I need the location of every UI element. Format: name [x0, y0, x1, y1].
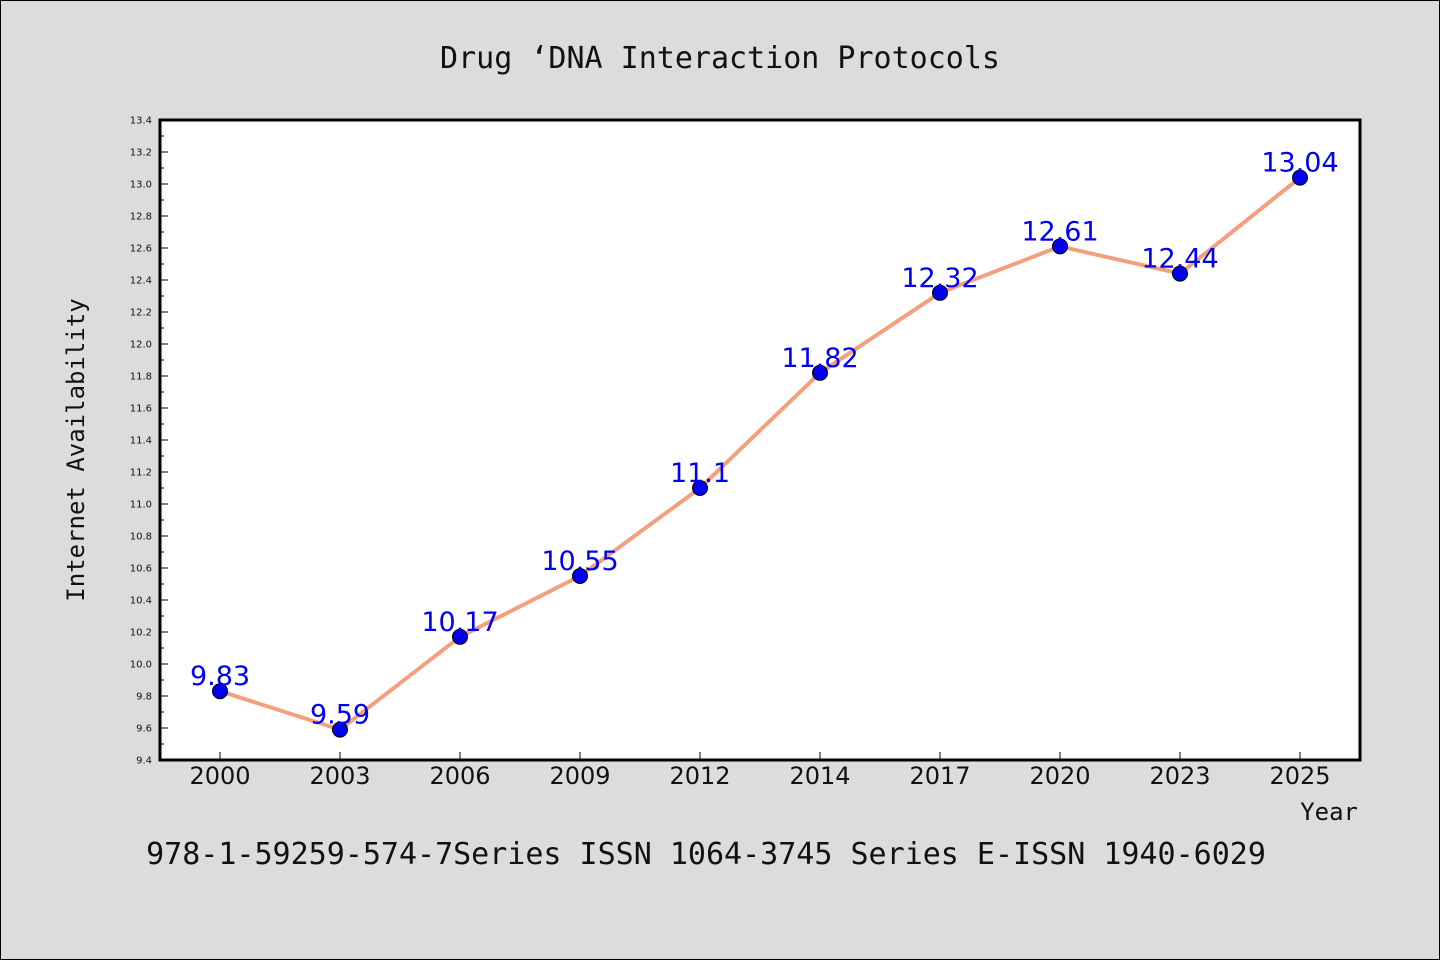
data-label: 9.59: [310, 700, 370, 731]
x-axis: 2000 2003 2006 2009 2012 2014 2017 2020 2023 2025: [189, 752, 1331, 790]
y-tick-label: 10.8: [130, 532, 152, 543]
y-tick-label: 13.4: [130, 116, 152, 127]
x-tick-label: 2000: [189, 762, 250, 790]
y-tick-label: 11.2: [130, 468, 152, 479]
x-tick-label: 2017: [909, 762, 970, 790]
y-tick-label: 10.6: [130, 564, 152, 575]
data-point: [1052, 238, 1068, 255]
x-tick-label: 2023: [1149, 762, 1210, 790]
y-tick-label: 11.4: [130, 436, 152, 447]
x-axis-label: Year: [1300, 798, 1358, 826]
x-tick-label: 2014: [789, 762, 850, 790]
data-point: [572, 568, 588, 584]
y-tick-label: 13.2: [130, 148, 152, 159]
y-axis-label: Internet Availability: [62, 298, 90, 601]
data-label: 9.83: [190, 661, 250, 692]
data-label: 11.82: [781, 343, 858, 374]
data-label: 11.1: [670, 458, 730, 489]
x-tick-label: 2003: [309, 762, 370, 790]
y-tick-label: 12.4: [130, 276, 152, 287]
data-point: [932, 284, 948, 301]
x-tick-label: 2012: [669, 762, 730, 790]
x-tick-label: 2006: [429, 762, 490, 790]
data-point: [812, 364, 828, 381]
data-label: 10.17: [421, 607, 498, 638]
chart-title: Drug ‘DNA Interaction Protocols: [440, 41, 1000, 76]
y-tick-label: 11.0: [130, 500, 152, 511]
data-label: 12.61: [1021, 216, 1098, 247]
y-tick-label: 12.8: [130, 212, 152, 223]
y-tick-label: 10.2: [130, 628, 152, 639]
data-point: [692, 480, 708, 496]
y-axis: 9.4 9.6 9.8 10.0 10.2 10.4 10.6 10.8 11.0 11.2 11.…: [130, 116, 168, 767]
y-tick-label: 13.0: [130, 180, 152, 191]
data-point: [1172, 265, 1188, 282]
y-tick-label: 10.0: [130, 660, 152, 671]
data-point: [212, 683, 228, 700]
y-tick-label: 11.6: [130, 404, 152, 415]
series-group: 9.83 9.59 10.17 10.55 11.1 11.82 12.32 12.61 12.…: [190, 148, 1339, 738]
y-tick-label: 12.0: [130, 340, 152, 351]
data-label: 12.44: [1141, 244, 1218, 275]
data-label: 13.04: [1261, 148, 1338, 179]
data-label: 10.55: [541, 546, 618, 577]
y-tick-label: 9.6: [136, 724, 152, 735]
series-line: [219, 176, 1302, 732]
plot-area: [158, 118, 1362, 762]
data-label: 12.32: [901, 263, 978, 294]
data-point: [452, 628, 468, 645]
y-tick-label: 9.4: [136, 756, 152, 767]
x-tick-label: 2020: [1029, 762, 1090, 790]
x-tick-label: 2025: [1269, 762, 1330, 790]
footer-isbn-issn: 978-1-59259-574-7Series ISSN 1064-3745 S…: [146, 837, 1266, 872]
y-tick-label: 9.8: [136, 692, 152, 703]
y-tick-label: 10.4: [130, 596, 152, 607]
y-tick-label: 11.8: [130, 372, 152, 383]
y-tick-label: 12.6: [130, 244, 152, 255]
y-tick-label: 12.2: [130, 308, 152, 319]
data-point: [332, 721, 348, 738]
x-tick-label: 2009: [549, 762, 610, 790]
data-point: [1292, 169, 1308, 186]
